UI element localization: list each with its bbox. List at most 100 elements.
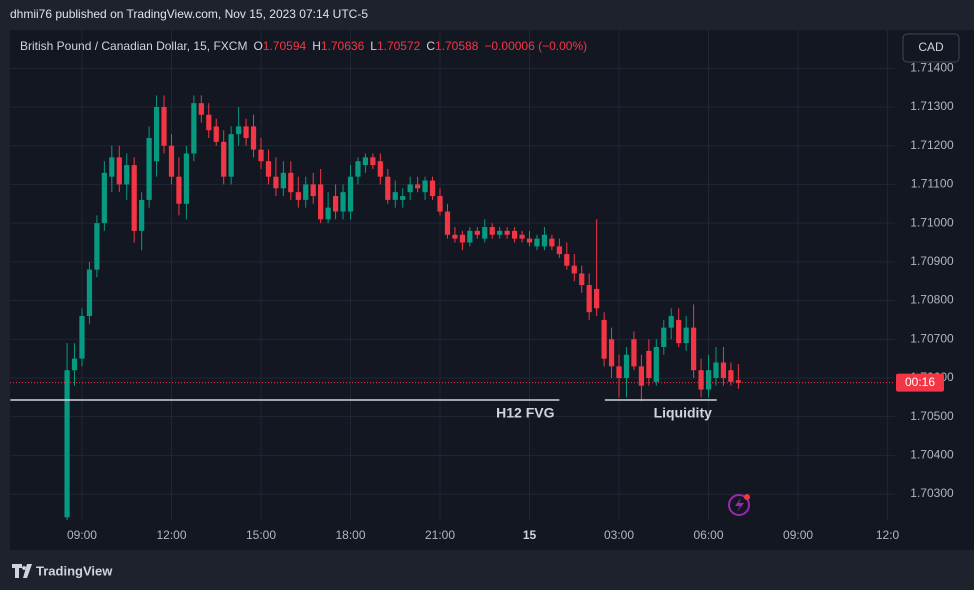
price-axis-background	[895, 30, 974, 520]
candle-body	[116, 157, 122, 185]
candle-body	[638, 366, 645, 386]
brand-logo	[12, 564, 32, 578]
candle-body	[392, 192, 398, 200]
x-tick-label: 09:00	[67, 528, 97, 542]
ohlc-value: 1.70636	[321, 39, 365, 53]
candle-body	[511, 230, 518, 239]
candle-body	[221, 141, 227, 177]
candle-body	[355, 161, 361, 177]
candle-body	[332, 196, 339, 212]
candle-body	[586, 285, 592, 313]
candle-body	[191, 103, 197, 154]
candle-body	[474, 230, 480, 235]
candle-body	[86, 269, 93, 317]
x-tick-label: 15	[523, 528, 537, 542]
candle-body	[109, 157, 115, 177]
candle-body	[303, 184, 309, 200]
candle-body	[213, 126, 219, 142]
candle-body	[631, 339, 637, 367]
candle-body	[728, 370, 734, 382]
alert-icon[interactable]	[728, 494, 750, 516]
y-tick-label: 1.70900	[910, 254, 954, 268]
candle-body	[482, 227, 488, 239]
legend: British Pound / Canadian Dollar, 15, FXC…	[20, 39, 587, 53]
candle-body	[653, 346, 659, 382]
candle-body	[228, 134, 234, 177]
x-tick-label: 12:0	[876, 528, 900, 542]
grid: 1.703001.704001.705001.706001.707001.708…	[10, 30, 954, 542]
candle-body	[601, 319, 607, 359]
candle-body	[265, 161, 272, 177]
candle-body	[79, 316, 85, 359]
candle-body	[407, 184, 413, 193]
y-tick-label: 1.71300	[910, 99, 954, 113]
y-tick-label: 1.71100	[911, 177, 954, 191]
annotation-label: Liquidity	[654, 405, 713, 421]
candle-body	[534, 238, 540, 247]
x-tick-label: 18:00	[335, 528, 365, 542]
candle-body	[377, 161, 383, 177]
candle-body	[124, 165, 130, 185]
symbol-title: British Pound / Canadian Dollar, 15, FXC…	[20, 39, 247, 53]
ohlc-change: −0.00006 (−0.00%)	[484, 39, 587, 53]
candle-body	[370, 157, 376, 166]
candle-body	[340, 192, 346, 212]
x-tick-label: 06:00	[694, 528, 724, 542]
ohlc-label: C	[426, 39, 435, 53]
candle-body	[362, 157, 369, 166]
candle-body	[325, 207, 331, 220]
candle-body	[489, 227, 495, 235]
candle-body	[168, 145, 175, 177]
candle-body	[101, 172, 107, 224]
candle-body	[556, 246, 562, 255]
candle-body	[698, 370, 704, 390]
alert-dot	[744, 494, 750, 500]
candle-body	[437, 196, 443, 212]
ohlc-label: O	[253, 39, 262, 53]
candle-body	[571, 265, 577, 274]
candle-body	[690, 327, 697, 371]
candle-body	[594, 288, 600, 309]
candles	[64, 95, 741, 520]
candle-body	[668, 316, 674, 328]
candle-body	[71, 358, 78, 371]
candle-body	[549, 238, 555, 247]
annotation-label: H12 FVG	[496, 405, 554, 421]
alert-icon-bolt	[735, 498, 744, 512]
x-tick-label: 15:00	[246, 528, 276, 542]
candle-body	[198, 103, 204, 115]
candle-body	[250, 126, 257, 150]
candle-body	[459, 234, 465, 243]
price-countdown: 00:16	[905, 375, 935, 389]
candle-body	[504, 230, 510, 235]
ohlc-value: 1.70594	[263, 39, 307, 53]
candle-body	[452, 234, 458, 239]
ohlc-label: H	[312, 39, 321, 53]
candle-body	[176, 176, 182, 204]
candle-body	[385, 176, 391, 200]
currency-button-label[interactable]: CAD	[918, 40, 944, 54]
candle-body	[720, 362, 727, 378]
plot-background	[10, 30, 895, 520]
candle-body	[206, 114, 212, 131]
candle-body	[258, 149, 264, 162]
candle-body	[400, 196, 406, 200]
candle-body	[676, 319, 682, 344]
candle-body	[564, 254, 570, 266]
candle-body	[243, 126, 249, 138]
candle-body	[623, 354, 630, 378]
candle-body	[661, 327, 667, 347]
y-tick-label: 1.70500	[910, 409, 954, 423]
candle-body	[131, 165, 137, 231]
candle-body	[616, 366, 622, 378]
candle-body	[318, 184, 324, 220]
candle-body	[646, 350, 652, 378]
y-tick-label: 1.70700	[910, 331, 954, 345]
currency-button[interactable]	[902, 33, 960, 63]
time-axis-background	[10, 520, 974, 550]
candle-body	[415, 184, 421, 189]
price-tag	[896, 373, 944, 392]
y-tick-label: 1.71200	[910, 138, 954, 152]
candle-body	[526, 238, 533, 243]
